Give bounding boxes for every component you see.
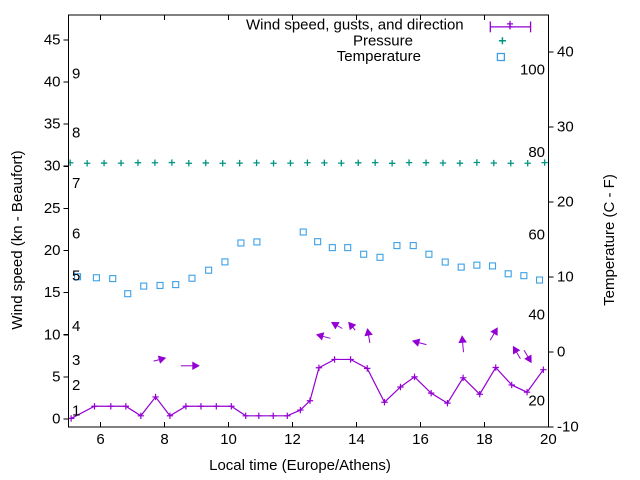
svg-text:20: 20: [44, 242, 61, 259]
svg-text:20: 20: [557, 194, 574, 211]
svg-text:16: 16: [412, 431, 429, 448]
svg-text:30: 30: [557, 119, 574, 136]
svg-text:7: 7: [72, 175, 80, 192]
svg-text:35: 35: [44, 116, 61, 133]
svg-text:40: 40: [557, 44, 574, 61]
svg-text:100: 100: [520, 62, 545, 79]
svg-text:Wind speed, gusts, and directi: Wind speed, gusts, and direction: [246, 17, 464, 34]
svg-text:30: 30: [44, 158, 61, 175]
svg-text:20: 20: [540, 431, 557, 448]
svg-text:10: 10: [220, 431, 237, 448]
svg-text:0: 0: [557, 344, 565, 361]
svg-text:20: 20: [528, 393, 545, 410]
svg-text:12: 12: [284, 431, 301, 448]
svg-text:8: 8: [72, 124, 80, 141]
svg-text:60: 60: [528, 227, 545, 244]
svg-text:5: 5: [72, 268, 80, 285]
svg-text:6: 6: [72, 226, 80, 243]
svg-text:Wind speed (kn - Beaufort): Wind speed (kn - Beaufort): [9, 150, 26, 329]
svg-text:5: 5: [52, 368, 60, 385]
svg-text:Pressure: Pressure: [353, 33, 413, 50]
svg-text:0: 0: [52, 411, 60, 428]
svg-text:80: 80: [528, 144, 545, 161]
svg-text:8: 8: [160, 431, 168, 448]
svg-text:1: 1: [72, 403, 80, 420]
svg-text:15: 15: [44, 284, 61, 301]
svg-text:9: 9: [72, 66, 80, 83]
svg-text:14: 14: [348, 431, 365, 448]
svg-text:-10: -10: [557, 419, 579, 436]
svg-text:2: 2: [72, 377, 80, 394]
svg-text:4: 4: [72, 318, 80, 335]
svg-text:3: 3: [72, 352, 80, 369]
svg-text:Temperature: Temperature: [337, 48, 421, 65]
svg-text:Temperature (C - F): Temperature (C - F): [601, 174, 618, 306]
svg-text:10: 10: [557, 269, 574, 286]
svg-text:18: 18: [476, 431, 493, 448]
svg-text:Local time (Europe/Athens): Local time (Europe/Athens): [209, 457, 391, 474]
svg-text:45: 45: [44, 31, 61, 48]
svg-text:40: 40: [44, 74, 61, 91]
svg-text:6: 6: [96, 431, 104, 448]
svg-text:25: 25: [44, 200, 61, 217]
svg-text:40: 40: [528, 306, 545, 323]
svg-text:10: 10: [44, 326, 61, 343]
